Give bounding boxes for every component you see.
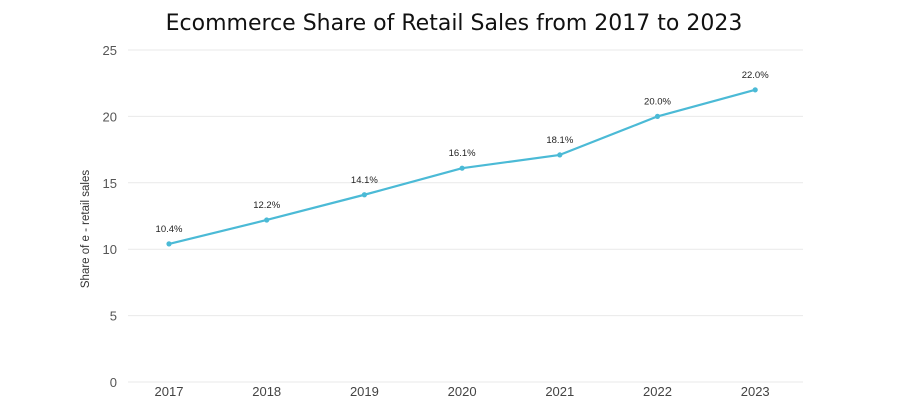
x-tick-label: 2022 <box>643 384 672 399</box>
data-point <box>459 165 465 171</box>
data-point <box>264 217 270 223</box>
y-tick-label: 0 <box>110 375 117 390</box>
x-tick-label: 2018 <box>252 384 281 399</box>
data-label: 16.1% <box>449 148 476 159</box>
data-label: 18.1% <box>546 135 573 146</box>
data-point <box>752 87 758 93</box>
y-axis-label: Share of e - retail sales <box>80 170 92 289</box>
y-tick-label: 25 <box>103 43 117 58</box>
series: 10.4% 12.2% 14.1% 16.1% 18.1% 20.0% 22.0% <box>156 70 769 247</box>
data-label: 14.1% <box>351 175 378 186</box>
gridlines <box>128 49 803 383</box>
data-label: 20.0% <box>644 96 671 107</box>
data-point <box>557 152 563 158</box>
x-tick-label: 2023 <box>741 384 770 399</box>
x-tick-label: 2020 <box>448 384 477 399</box>
x-axis-ticks: 2017 2018 2019 2020 2021 2022 2023 <box>155 384 770 399</box>
y-axis-ticks: 0 5 10 15 20 25 <box>103 43 117 390</box>
y-tick-label: 15 <box>103 176 117 191</box>
y-tick-label: 5 <box>110 309 117 324</box>
data-point <box>654 113 661 119</box>
data-point <box>361 192 367 198</box>
data-point <box>166 241 172 247</box>
x-tick-label: 2017 <box>155 384 184 399</box>
y-tick-label: 10 <box>103 242 117 257</box>
data-label: 10.4% <box>156 224 183 235</box>
x-tick-label: 2019 <box>350 384 379 399</box>
y-tick-label: 20 <box>103 109 117 124</box>
data-label: 12.2% <box>253 200 280 211</box>
data-label: 22.0% <box>742 70 769 81</box>
x-tick-label: 2021 <box>545 384 574 399</box>
chart-title: Ecommerce Share of Retail Sales from 201… <box>166 11 743 36</box>
